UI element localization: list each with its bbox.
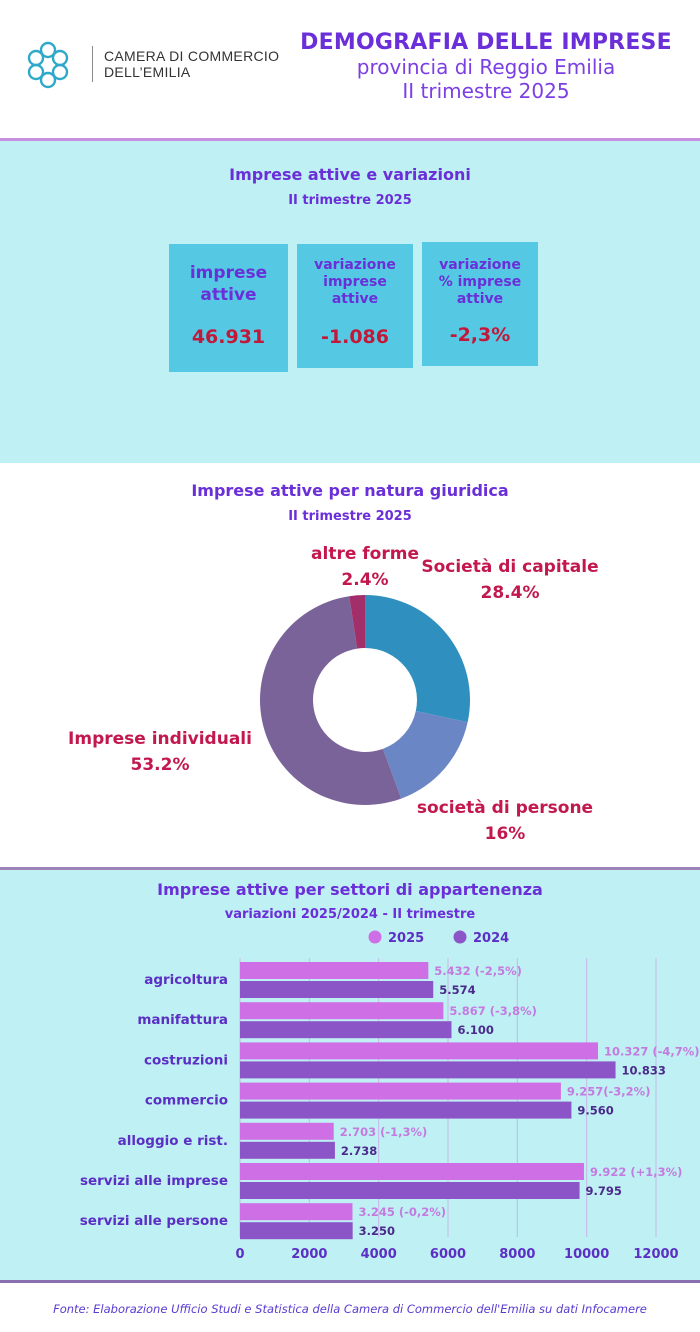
- kpi-box-variation-label3: attive: [331, 291, 379, 307]
- label-societa-persone: società di persone 16%: [400, 795, 610, 847]
- label-altre-forme: altre forme 2.4%: [290, 541, 440, 593]
- bar-value-label-2024: 6.100: [457, 1023, 493, 1037]
- label-societa-capitale: Società di capitale 28.4%: [410, 554, 610, 606]
- logo-separator: [92, 46, 93, 82]
- bar-2025: [240, 1163, 584, 1180]
- bar-2024: [240, 1182, 580, 1199]
- kpi-box-variation: variazione imprese attive -1.086: [297, 244, 413, 368]
- x-tick-label: 8000: [499, 1247, 535, 1262]
- bar-chart: 0 2000 4000 6000 8000 10000 12000 2025 2024 agric…: [80, 930, 700, 1262]
- kpi-box-pct-label2: % imprese: [438, 274, 522, 290]
- bar-value-label-2025: 5.432 (-2,5%): [434, 964, 522, 978]
- kpi-panel: Imprese attive e variazioni II trimestre…: [0, 138, 700, 466]
- category-label: commercio: [145, 1093, 228, 1109]
- bar-2025: [240, 962, 429, 979]
- bar-2025: [240, 1203, 353, 1221]
- legend-label-2025: 2025: [388, 931, 424, 946]
- kpi-box-active-label2: attive: [200, 285, 257, 305]
- kpi-box-pct-label1: variazione: [439, 257, 521, 273]
- donut-slice-3: [349, 595, 365, 649]
- x-tick-label: 10000: [564, 1247, 609, 1262]
- bar-value-label-2025: 5.867 (-3,8%): [449, 1004, 537, 1018]
- bar-2024: [240, 1021, 452, 1039]
- donut-title: Imprese attive per natura giuridica: [191, 481, 509, 500]
- donut-chart: [259, 595, 470, 805]
- kpi-subtitle: II trimestre 2025: [288, 193, 412, 208]
- bar-value-label-2024: 9.560: [577, 1104, 613, 1118]
- bar-2024: [240, 1061, 616, 1079]
- category-label: alloggio e rist.: [118, 1133, 228, 1149]
- label-altre-forme-pct: 2.4%: [341, 570, 389, 590]
- kpi-box-variation-pct: variazione % imprese attive -2,3%: [422, 242, 538, 366]
- donut-slice-2: [259, 596, 402, 805]
- donut-slice-0: [365, 595, 470, 723]
- logo-text: CAMERA DI COMMERCIO DELL’EMILIA: [104, 48, 279, 80]
- x-tick-label: 6000: [430, 1247, 466, 1262]
- bar-2025: [240, 1082, 561, 1100]
- bar-2025: [240, 1122, 334, 1140]
- source-footer: Fonte: Elaborazione Ufficio Studi e Stat…: [53, 1302, 647, 1316]
- kpi-box-variation-value: -1.086: [321, 326, 389, 348]
- bar-2024: [240, 1141, 335, 1159]
- bar-2024: [240, 1222, 353, 1240]
- donut-subtitle: II trimestre 2025: [288, 509, 412, 524]
- bar-value-label-2024: 2.738: [341, 1144, 377, 1158]
- bar-value-label-2024: 10.833: [622, 1063, 666, 1077]
- label-societa-persone-pct: 16%: [484, 824, 526, 844]
- kpi-box-active: imprese attive 46.931: [169, 244, 288, 372]
- category-label: manifattura: [137, 1012, 228, 1028]
- legend-label-2024: 2024: [473, 931, 509, 946]
- kpi-box-active-value: 46.931: [191, 326, 266, 348]
- bar-2025: [240, 1042, 599, 1060]
- legend-marker-2024: [453, 930, 467, 944]
- bar-value-label-2025: 2.703 (-1,3%): [340, 1125, 428, 1139]
- bar-title: Imprese attive per settori di appartenen…: [157, 880, 543, 899]
- x-tick-label: 12000: [633, 1247, 678, 1262]
- page-subtitle-period: II trimestre 2025: [402, 79, 570, 103]
- bar-subtitle: variazioni 2025/2024 - II trimestre: [224, 907, 476, 922]
- label-societa-capitale-name: Società di capitale: [421, 557, 599, 577]
- bar-value-label-2024: 3.250: [359, 1224, 395, 1238]
- page-title: DEMOGRAFIA DELLE IMPRESE: [300, 30, 672, 55]
- label-imprese-individuali-name: Imprese individuali: [68, 729, 252, 749]
- main-title-block: DEMOGRAFIA DELLE IMPRESE provincia di Re…: [286, 30, 686, 103]
- category-label: servizi alle persone: [80, 1213, 228, 1229]
- donut-slice-1: [382, 711, 468, 799]
- label-imprese-individuali-pct: 53.2%: [130, 755, 190, 775]
- bar-2025: [240, 1002, 444, 1020]
- page-subtitle-province: provincia di Reggio Emilia: [356, 55, 616, 79]
- kpi-box-variation-label1: variazione: [314, 257, 396, 273]
- bar-value-label-2024: 9.795: [586, 1184, 622, 1198]
- kpi-box-pct-value: -2,3%: [449, 324, 511, 346]
- x-tick-label: 0: [235, 1247, 244, 1262]
- kpi-box-variation-label2: imprese: [323, 274, 387, 290]
- bar-value-label-2025: 3.245 (-0,2%): [358, 1205, 446, 1219]
- label-societa-capitale-pct: 28.4%: [480, 583, 540, 603]
- kpi-title: Imprese attive e variazioni: [229, 165, 471, 184]
- legal-form-panel: Imprese attive per natura giuridica II t…: [0, 463, 700, 867]
- category-label: costruzioni: [144, 1052, 228, 1068]
- bar-value-label-2025: 9.922 (+1,3%): [590, 1165, 682, 1179]
- category-label: agricoltura: [144, 972, 228, 988]
- kpi-box-pct-label3: attive: [456, 291, 504, 307]
- logo-line1: CAMERA DI COMMERCIO: [104, 48, 280, 64]
- bar-value-label-2024: 5.574: [439, 983, 475, 997]
- label-imprese-individuali: Imprese individuali 53.2%: [55, 726, 265, 778]
- label-societa-persone-name: società di persone: [416, 798, 594, 818]
- bar-2024: [240, 1101, 572, 1119]
- bar-value-label-2025: 10.327 (-4,7%): [604, 1044, 700, 1058]
- sector-panel: Imprese attive per settori di appartenen…: [0, 867, 700, 1283]
- x-tick-label: 4000: [361, 1247, 397, 1262]
- bar-value-label-2025: 9.257(-3,2%): [567, 1085, 651, 1099]
- x-tick-label: 2000: [291, 1247, 327, 1262]
- logo-line2: DELL’EMILIA: [104, 64, 191, 80]
- category-label: servizi alle imprese: [80, 1173, 228, 1189]
- kpi-box-active-label1: imprese: [189, 263, 268, 283]
- bar-2024: [240, 981, 434, 998]
- label-altre-forme-name: altre forme: [311, 544, 419, 564]
- legend-marker-2025: [368, 930, 382, 944]
- chamber-logo-icon: [27, 41, 69, 89]
